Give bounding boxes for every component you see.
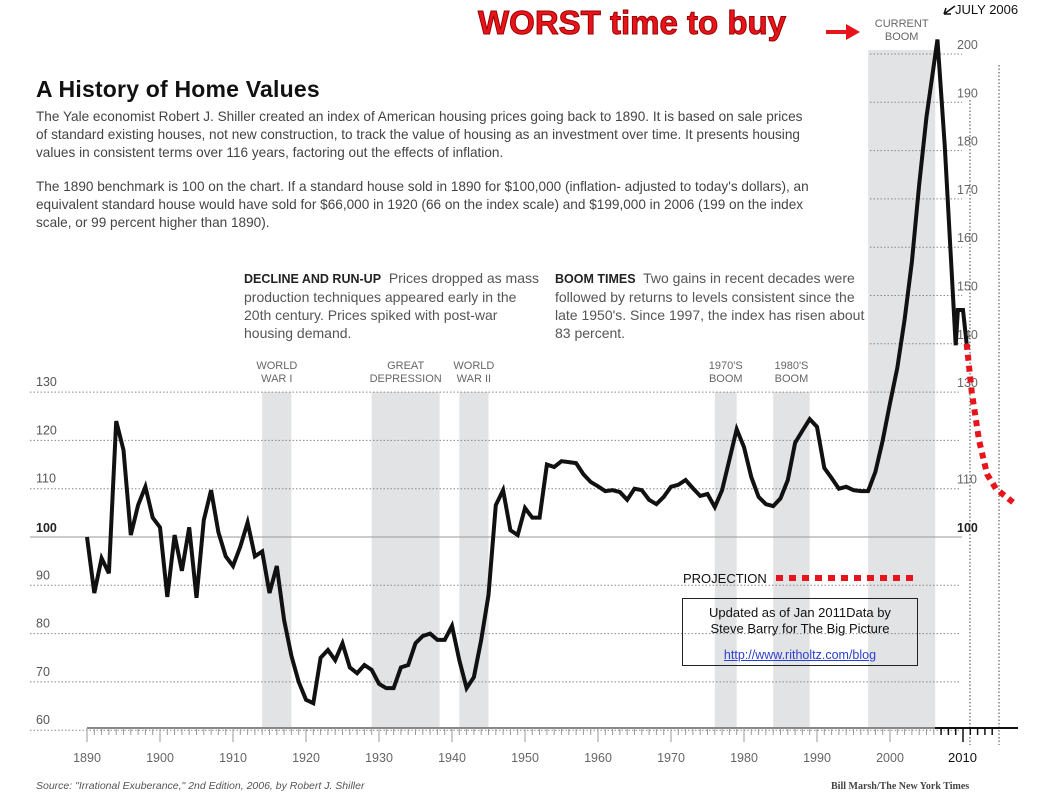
x-tick-label: 1910: [219, 751, 247, 765]
credit: Bill Marsh/The New York Times: [831, 781, 970, 792]
y-tick-label-right: 150: [957, 280, 978, 294]
x-tick-label: 2000: [876, 751, 904, 765]
shaded-period: [262, 392, 292, 728]
chart-title: A History of Home Values: [36, 76, 320, 102]
x-tick-label: 1960: [584, 751, 612, 765]
x-tick-label: 1940: [438, 751, 466, 765]
x-tick-label: 1970: [657, 751, 685, 765]
shaded-period: [371, 392, 440, 728]
shaded-period-label: 1980'S BOOM: [774, 360, 808, 385]
y-tick-label: 120: [36, 423, 57, 437]
update-line-2: Steve Barry for The Big Picture: [710, 621, 890, 636]
projection-legend-label: PROJECTION: [683, 571, 767, 586]
y-tick-label: 130: [36, 375, 57, 389]
note-text: Two gains in recent decades were followe…: [555, 270, 865, 341]
shaded-period-label: 1970'S BOOM: [709, 360, 743, 385]
y-tick-label: 60: [36, 713, 50, 727]
intro-paragraph-2: The 1890 benchmark is 100 on the chart. …: [36, 179, 809, 230]
shaded-period: [868, 50, 936, 728]
update-line-1: Updated as of Jan 2011Data by: [709, 605, 891, 620]
x-tick-label: 1950: [511, 751, 539, 765]
y-tick-label-right: 180: [957, 135, 978, 149]
projection-line: [963, 343, 1016, 506]
shaded-period-label: WORLD WAR I: [256, 360, 297, 385]
intro-paragraph-1: The Yale economist Robert J. Shiller cre…: [36, 109, 803, 160]
headline-annotation: WORST time to buy: [478, 4, 787, 42]
note-text: Prices dropped as mass production techni…: [244, 270, 540, 341]
x-tick-label: 1920: [292, 751, 320, 765]
note-heading: DECLINE AND RUN-UP: [244, 272, 382, 286]
y-tick-label-right: 110: [957, 473, 977, 487]
y-tick-label-right: 170: [957, 183, 978, 197]
intro-text: The Yale economist Robert J. Shiller cre…: [36, 108, 816, 248]
update-box: Updated as of Jan 2011Data by Steve Barr…: [682, 598, 918, 666]
y-tick-label: 110: [36, 472, 56, 486]
note-decline: DECLINE AND RUN-UP Prices dropped as mas…: [244, 269, 544, 342]
shaded-period-label: CURRENT BOOM: [875, 18, 929, 43]
y-tick-label: 100: [36, 521, 57, 535]
x-tick-label: 1980: [730, 751, 758, 765]
shaded-period: [773, 392, 810, 728]
home-value-index-line: [85, 39, 969, 707]
y-tick-label: 90: [36, 568, 50, 582]
shaded-period: [714, 392, 737, 728]
peak-arrow-icon: [943, 5, 956, 15]
x-tick-label: 1890: [73, 751, 101, 765]
x-tick-label: 1900: [146, 751, 174, 765]
y-tick-label: 80: [36, 617, 50, 631]
note-heading: BOOM TIMES: [555, 272, 636, 286]
source-note: Source: "Irrational Exuberance," 2nd Edi…: [36, 780, 365, 792]
red-arrow-icon: [826, 24, 860, 40]
note-boom: BOOM TIMES Two gains in recent decades w…: [555, 269, 865, 342]
y-tick-label-right: 100: [957, 521, 978, 535]
shaded-period-label: GREAT DEPRESSION: [370, 360, 442, 385]
x-tick-label: 1930: [365, 751, 393, 765]
y-tick-label-right: 190: [957, 86, 978, 100]
y-tick-label: 70: [36, 665, 50, 679]
x-tick-label: 1990: [803, 751, 831, 765]
x-tick-label-2010: 2010: [948, 750, 977, 765]
y-tick-label-right: 200: [957, 38, 978, 52]
blog-link[interactable]: http://www.ritholtz.com/blog: [723, 648, 877, 662]
shaded-period-label: WORLD WAR II: [453, 360, 494, 385]
y-tick-label-right: 160: [957, 231, 978, 245]
peak-annotation: JULY 2006: [955, 2, 1019, 17]
